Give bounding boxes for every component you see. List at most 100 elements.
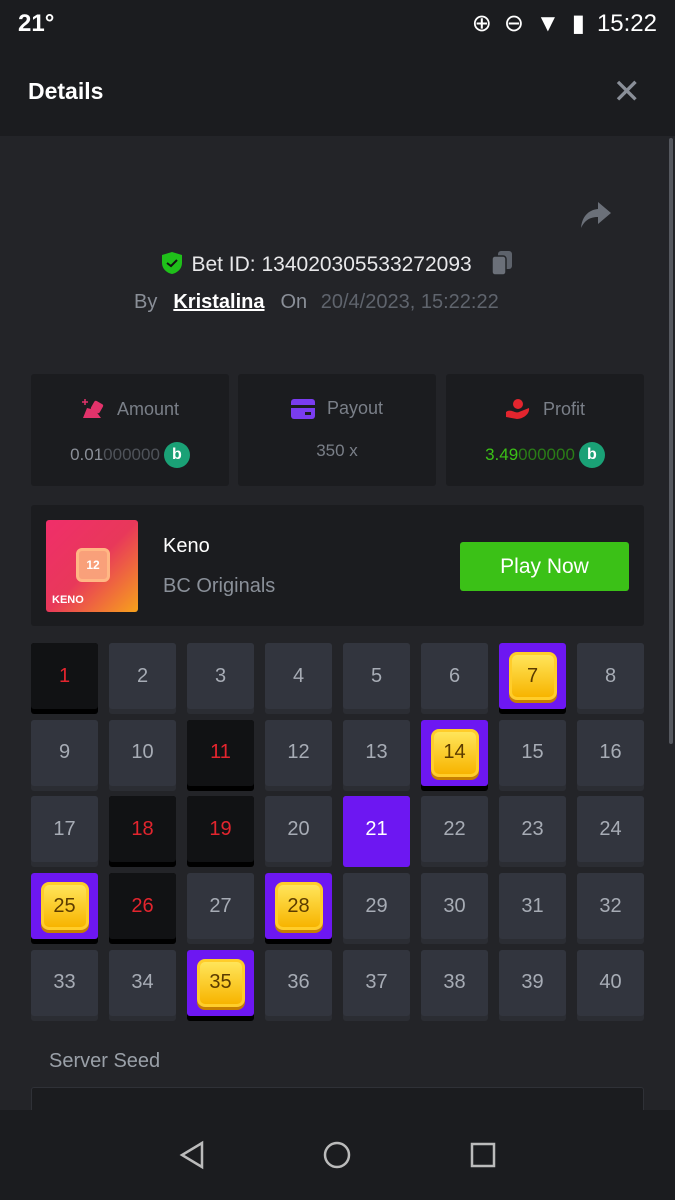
keno-cell-21[interactable]: 21 xyxy=(343,796,410,868)
keno-cell-face: 1 xyxy=(31,643,98,709)
keno-cell-face: 33 xyxy=(31,949,98,1016)
keno-cell-36[interactable]: 36 xyxy=(265,949,332,1021)
data-saver-icon: ⊕ xyxy=(471,10,492,37)
payout-value: 350 x xyxy=(316,441,358,460)
scrollbar[interactable] xyxy=(669,138,673,744)
keno-cell-7[interactable]: 7 xyxy=(499,643,566,714)
keno-cell-face: 9 xyxy=(31,719,98,786)
keno-cell-face: 6 xyxy=(421,643,488,709)
amount-card: Amount 0.01 000000 b xyxy=(31,374,229,486)
keno-cell-17[interactable]: 17 xyxy=(31,796,98,868)
close-icon[interactable]: ✕ xyxy=(612,73,642,111)
share-icon[interactable] xyxy=(580,200,612,230)
keno-cell-35[interactable]: 35 xyxy=(187,949,254,1021)
keno-cell-2[interactable]: 2 xyxy=(109,643,176,714)
bet-meta: By Kristalina On 20/4/2023, 15:22:22 xyxy=(134,291,499,314)
keno-cell-13[interactable]: 13 xyxy=(343,719,410,791)
keno-cell-face: 19 xyxy=(187,796,254,863)
keno-cell-30[interactable]: 30 xyxy=(421,873,488,945)
on-label: On xyxy=(280,291,308,313)
keno-cell-10[interactable]: 10 xyxy=(109,719,176,791)
gem-icon: 28 xyxy=(274,882,323,931)
keno-cell-face: 27 xyxy=(187,873,254,940)
header: Details ✕ xyxy=(0,46,675,136)
keno-cell-face: 24 xyxy=(577,796,644,863)
keno-cell-face: 40 xyxy=(577,949,644,1016)
keno-cell-face: 4 xyxy=(265,643,332,709)
keno-cell-15[interactable]: 15 xyxy=(499,719,566,791)
keno-cell-face: 23 xyxy=(499,796,566,863)
bc-coin-icon: b xyxy=(578,442,605,468)
keno-cell-face: 14 xyxy=(421,719,488,786)
thumb-label: KENO xyxy=(52,594,84,606)
keno-cell-26[interactable]: 26 xyxy=(109,873,176,945)
keno-cell-face: 5 xyxy=(343,643,410,709)
keno-cell-12[interactable]: 12 xyxy=(265,719,332,791)
keno-cell-32[interactable]: 32 xyxy=(577,873,644,945)
gem-icon: 25 xyxy=(40,882,89,931)
keno-cell-9[interactable]: 9 xyxy=(31,719,98,791)
keno-cell-24[interactable]: 24 xyxy=(577,796,644,868)
keno-cell-25[interactable]: 25 xyxy=(31,873,98,945)
bet-id: Bet ID: 134020305533272093 xyxy=(191,253,472,276)
keno-cell-face: 11 xyxy=(187,719,254,786)
keno-cell-face: 8 xyxy=(577,643,644,709)
keno-cell-face: 22 xyxy=(421,796,488,863)
keno-cell-34[interactable]: 34 xyxy=(109,949,176,1021)
profit-hand-icon xyxy=(505,399,530,419)
keno-cell-face: 30 xyxy=(421,873,488,940)
user-link[interactable]: Kristalina xyxy=(173,291,265,313)
keno-cell-28[interactable]: 28 xyxy=(265,873,332,945)
keno-cell-39[interactable]: 39 xyxy=(499,949,566,1021)
keno-cell-face: 35 xyxy=(187,949,254,1016)
copy-icon[interactable] xyxy=(490,250,514,276)
keno-cell-29[interactable]: 29 xyxy=(343,873,410,945)
keno-cell-31[interactable]: 31 xyxy=(499,873,566,945)
keno-cell-38[interactable]: 38 xyxy=(421,949,488,1021)
keno-cell-8[interactable]: 8 xyxy=(577,643,644,714)
payout-card: Payout 350 x xyxy=(238,374,436,486)
keno-cell-11[interactable]: 11 xyxy=(187,719,254,791)
keno-cell-33[interactable]: 33 xyxy=(31,949,98,1021)
home-icon[interactable] xyxy=(322,1140,352,1170)
keno-cell-face: 28 xyxy=(265,873,332,940)
keno-cell-6[interactable]: 6 xyxy=(421,643,488,714)
keno-cell-face: 21 xyxy=(343,796,410,863)
keno-thumbnail[interactable]: 12 KENO xyxy=(46,520,138,612)
keno-cell-face: 12 xyxy=(265,719,332,786)
keno-cell-face: 37 xyxy=(343,949,410,1016)
keno-cell-3[interactable]: 3 xyxy=(187,643,254,714)
keno-cell-4[interactable]: 4 xyxy=(265,643,332,714)
page-title: Details xyxy=(28,78,104,104)
status-bar: 21° ⊕ ⊖ ▼ ▮ 15:22 xyxy=(0,0,675,46)
keno-cell-face: 25 xyxy=(31,873,98,940)
keno-cell-37[interactable]: 37 xyxy=(343,949,410,1021)
keno-cell-5[interactable]: 5 xyxy=(343,643,410,714)
play-now-button[interactable]: Play Now xyxy=(460,542,629,591)
verified-shield-icon xyxy=(162,252,183,274)
thumb-gem: 12 xyxy=(76,548,110,582)
keno-cell-19[interactable]: 19 xyxy=(187,796,254,868)
profit-label: Profit xyxy=(542,398,585,419)
back-icon[interactable] xyxy=(178,1140,206,1170)
keno-cell-40[interactable]: 40 xyxy=(577,949,644,1021)
recents-icon[interactable] xyxy=(469,1141,497,1169)
keno-cell-18[interactable]: 18 xyxy=(109,796,176,868)
keno-cell-face: 26 xyxy=(109,873,176,940)
temperature: 21° xyxy=(18,10,55,37)
keno-cell-1[interactable]: 1 xyxy=(31,643,98,714)
keno-cell-face: 13 xyxy=(343,719,410,786)
keno-cell-22[interactable]: 22 xyxy=(421,796,488,868)
profit-card: Profit 3.49 000000 b xyxy=(446,374,644,486)
keno-cell-27[interactable]: 27 xyxy=(187,873,254,945)
keno-cell-23[interactable]: 23 xyxy=(499,796,566,868)
game-card: 12 KENO Keno BC Originals Play Now xyxy=(31,505,644,626)
bet-id-row: Bet ID: 134020305533272093 xyxy=(0,250,675,277)
keno-cell-14[interactable]: 14 xyxy=(421,719,488,791)
keno-cell-face: 38 xyxy=(421,949,488,1016)
battery-icon: ▮ xyxy=(571,10,585,37)
amount-value: 0.01 000000 b xyxy=(31,442,229,468)
keno-cell-20[interactable]: 20 xyxy=(265,796,332,868)
keno-cell-16[interactable]: 16 xyxy=(577,719,644,791)
gem-icon: 14 xyxy=(430,728,479,777)
